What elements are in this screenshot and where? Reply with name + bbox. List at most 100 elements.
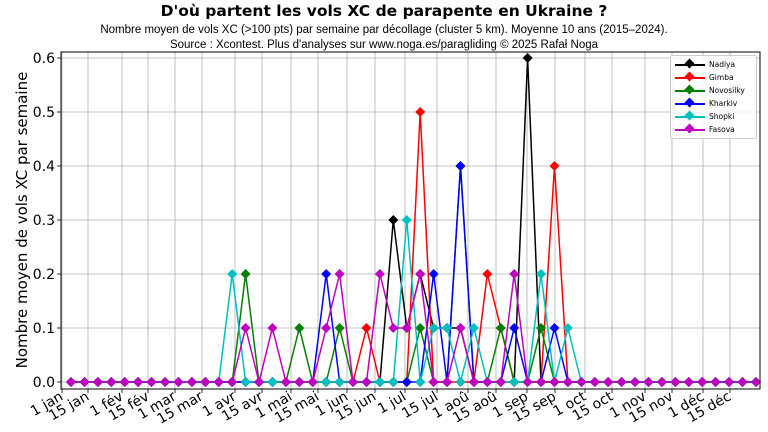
diamond-marker <box>697 377 708 387</box>
legend-label: Gimba <box>709 73 734 82</box>
diamond-marker <box>482 377 493 387</box>
diamond-marker <box>415 269 426 279</box>
diamond-marker <box>549 323 560 333</box>
y-tick-label: 0.4 <box>33 159 55 175</box>
diamond-marker <box>482 269 493 279</box>
data-series <box>66 53 761 387</box>
y-tick-label: 0.0 <box>33 375 55 391</box>
chart-subtitle-line1: Nombre moyen de vols XC (>100 pts) par s… <box>100 24 668 36</box>
diamond-marker <box>334 377 345 387</box>
diamond-marker <box>562 323 573 333</box>
diamond-line-icon <box>675 110 705 123</box>
diamond-marker <box>227 269 238 279</box>
diamond-marker <box>388 323 399 333</box>
y-tick-label: 0.6 <box>33 51 55 67</box>
diamond-marker <box>79 377 90 387</box>
diamond-marker <box>683 377 694 387</box>
diamond-marker <box>643 377 654 387</box>
diamond-marker <box>724 377 735 387</box>
diamond-marker <box>119 377 130 387</box>
diamond-marker <box>549 161 560 171</box>
legend-label: Kharkiv <box>709 99 738 108</box>
diamond-marker <box>415 323 426 333</box>
diamond-marker <box>374 377 385 387</box>
diamond-marker <box>509 269 520 279</box>
y-axis-label: Nombre moyen de vols XC par semaine <box>13 72 31 369</box>
diamond-marker <box>186 377 197 387</box>
diamond-marker <box>334 323 345 333</box>
diamond-marker <box>415 107 426 117</box>
diamond-marker <box>213 377 224 387</box>
diamond-marker <box>603 377 614 387</box>
diamond-marker <box>321 269 332 279</box>
diamond-marker <box>495 323 506 333</box>
diamond-marker <box>254 377 265 387</box>
legend-item-kharkiv: Kharkiv <box>675 97 737 110</box>
y-tick-label: 0.1 <box>33 321 55 337</box>
legend-label: Novosilky <box>709 86 745 95</box>
diamond-marker <box>388 377 399 387</box>
diamond-marker <box>710 377 721 387</box>
diamond-marker <box>294 377 305 387</box>
diamond-marker <box>240 323 251 333</box>
diamond-marker <box>428 269 439 279</box>
diamond-marker <box>750 377 761 387</box>
diamond-marker <box>146 377 157 387</box>
diamond-marker <box>576 377 587 387</box>
diamond-marker <box>549 377 560 387</box>
diamond-line-icon <box>675 97 705 110</box>
y-axis-ticks: 0.0 0.1 0.2 0.3 0.4 0.5 0.6 <box>33 51 61 391</box>
diamond-line-icon <box>675 123 705 136</box>
diamond-marker <box>401 215 412 225</box>
diamond-marker <box>240 269 251 279</box>
legend-label: Shopki <box>709 112 735 121</box>
series-gimba <box>66 107 761 387</box>
diamond-marker <box>361 377 372 387</box>
legend-item-shopki: Shopki <box>675 110 734 123</box>
diamond-marker <box>670 377 681 387</box>
diamond-marker <box>536 269 547 279</box>
diamond-marker <box>562 377 573 387</box>
diamond-marker <box>267 323 278 333</box>
chart-title: D'où partent les vols XC de parapente en… <box>160 2 608 20</box>
diamond-marker <box>442 323 453 333</box>
y-tick-label: 0.5 <box>33 105 55 121</box>
diamond-marker <box>468 323 479 333</box>
diamond-marker <box>428 323 439 333</box>
diamond-line-icon <box>675 84 705 97</box>
diamond-marker <box>200 377 211 387</box>
diamond-marker <box>630 377 641 387</box>
diamond-marker <box>321 377 332 387</box>
legend-item-fasova: Fasova <box>675 123 735 136</box>
diamond-marker <box>160 377 171 387</box>
diamond-marker <box>361 323 372 333</box>
diamond-marker <box>401 377 412 387</box>
legend-item-novosilky: Novosilky <box>675 84 745 97</box>
diamond-marker <box>227 377 238 387</box>
diamond-marker <box>442 377 453 387</box>
diamond-marker <box>428 377 439 387</box>
diamond-marker <box>374 269 385 279</box>
diamond-marker <box>522 53 533 63</box>
diamond-marker <box>455 323 466 333</box>
diamond-marker <box>495 377 506 387</box>
diamond-marker <box>106 377 117 387</box>
diamond-marker <box>415 377 426 387</box>
legend-item-nadiya: Nadiya <box>675 58 735 71</box>
legend-item-gimba: Gimba <box>675 71 734 84</box>
diamond-marker <box>294 323 305 333</box>
chart-legend: Nadiya Gimba Novosilky Kharkiv Shopki Fasova <box>670 55 757 139</box>
diamond-line-icon <box>675 71 705 84</box>
diamond-marker <box>92 377 103 387</box>
diamond-marker <box>455 161 466 171</box>
diamond-marker <box>536 377 547 387</box>
diamond-marker <box>334 269 345 279</box>
diamond-marker <box>522 377 533 387</box>
diamond-marker <box>455 377 466 387</box>
diamond-marker <box>66 377 76 387</box>
series-fasova <box>66 269 761 387</box>
legend-label: Nadiya <box>709 60 736 69</box>
diamond-marker <box>348 377 359 387</box>
